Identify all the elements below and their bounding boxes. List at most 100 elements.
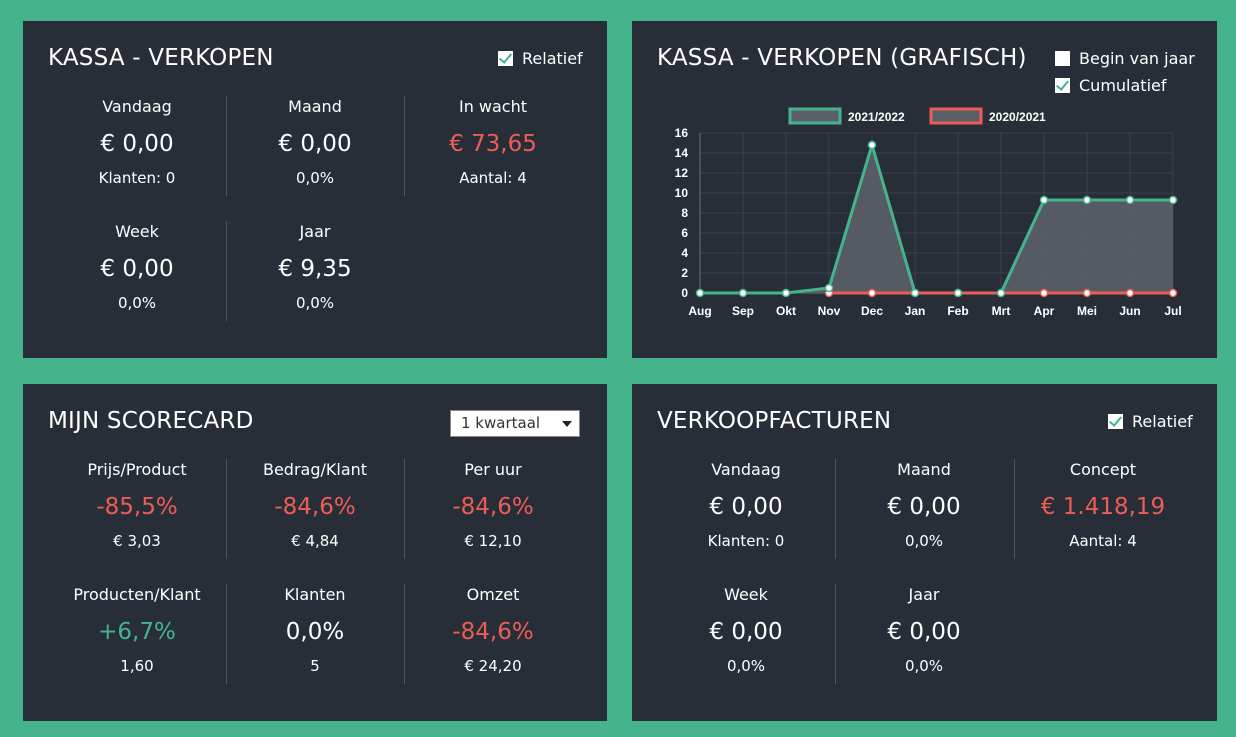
data-point [1082, 288, 1092, 298]
legend-label: 2020/2021 [989, 110, 1046, 124]
stat-producten-klant: Producten/Klant +6,7% 1,60 [48, 585, 226, 675]
stat-sub: 0,0% [904, 657, 944, 675]
y-tick-label: 14 [675, 146, 689, 160]
panel-title: VERKOOPFACTUREN [657, 408, 892, 434]
stat-value: 0,0% [285, 619, 345, 645]
divider [226, 221, 227, 321]
stat-klanten: Klanten 0,0% 5 [226, 585, 404, 675]
data-point [1125, 195, 1135, 205]
panel-title: KASSA - VERKOPEN (GRAFISCH) [657, 45, 1027, 71]
stat-sub: Aantal: 4 [459, 169, 527, 187]
x-tick-label: Aug [688, 304, 711, 318]
y-tick-label: 4 [681, 246, 688, 260]
data-point [1082, 195, 1092, 205]
data-point [824, 283, 834, 293]
data-point [1168, 288, 1178, 298]
stat-value: € 0,00 [278, 131, 352, 157]
x-tick-label: Apr [1034, 304, 1055, 318]
x-tick-label: Jan [905, 304, 926, 318]
y-tick-label: 2 [681, 266, 688, 280]
panel-title: KASSA - VERKOPEN [48, 45, 274, 71]
relatief-label: Relatief [522, 49, 583, 68]
legend-label: 2021/2022 [848, 110, 905, 124]
x-tick-label: Okt [776, 304, 796, 318]
divider [835, 584, 836, 684]
data-point [1168, 195, 1178, 205]
stat-sub: Klanten: 0 [98, 169, 176, 187]
stat-value: -84,6% [452, 494, 534, 520]
y-tick-label: 8 [681, 206, 688, 220]
period-select[interactable]: 1 kwartaal [450, 410, 580, 437]
stat-sub: 5 [310, 657, 320, 675]
kassa-verkopen-panel: KASSA - VERKOPEN Relatief Vandaag € 0,00… [23, 21, 607, 358]
stat-value: € 0,00 [100, 131, 174, 157]
stat-label: Maand [897, 460, 951, 479]
series-area [700, 145, 1173, 293]
stat-sub: € 24,20 [464, 657, 522, 675]
stat-value: -85,5% [96, 494, 178, 520]
stat-maand: Maand € 0,00 0,0% [835, 460, 1013, 550]
stat-label: Vandaag [711, 460, 781, 479]
relatief-checkbox[interactable]: Relatief [498, 49, 583, 68]
stat-sub: Aantal: 4 [1069, 532, 1137, 550]
checkbox-checked-icon[interactable] [498, 51, 513, 66]
stat-jaar: Jaar € 9,35 0,0% [226, 222, 404, 312]
sales-chart: 0 2 4 6 8 10 12 14 16 Aug Sep Okt Nov Dec Jan Feb Mrt Apr… [675, 107, 1182, 318]
y-tick-label: 10 [675, 186, 689, 200]
data-point [1039, 288, 1049, 298]
y-tick-label: 16 [675, 126, 689, 140]
relatief-label: Relatief [1132, 412, 1193, 431]
stat-label: In wacht [458, 97, 528, 116]
stat-sub: 0,0% [295, 169, 335, 187]
checkbox-checked-icon[interactable] [1108, 414, 1123, 429]
stat-label: Prijs/Product [87, 460, 187, 479]
data-point [738, 288, 748, 298]
begin-van-jaar-label: Begin van jaar [1079, 49, 1195, 68]
checkbox-checked-icon[interactable] [1055, 78, 1070, 93]
checkbox-unchecked-icon[interactable] [1055, 51, 1070, 66]
panel-title: MIJN SCORECARD [48, 408, 254, 434]
stat-value: € 9,35 [278, 256, 352, 282]
stat-prijs-product: Prijs/Product -85,5% € 3,03 [48, 460, 226, 550]
relatief-checkbox[interactable]: Relatief [1108, 412, 1193, 431]
scorecard-panel: MIJN SCORECARD 1 kwartaal Prijs/Product … [23, 384, 607, 721]
stat-label: Jaar [299, 222, 331, 241]
stat-value: -84,6% [452, 619, 534, 645]
x-tick-label: Mrt [992, 304, 1011, 318]
begin-van-jaar-checkbox[interactable]: Begin van jaar [1055, 49, 1195, 68]
y-tick-label: 12 [675, 166, 689, 180]
stat-concept: Concept € 1.418,19 Aantal: 4 [1014, 460, 1192, 550]
stat-label: Bedrag/Klant [262, 460, 368, 479]
stat-bedrag-klant: Bedrag/Klant -84,6% € 4,84 [226, 460, 404, 550]
stat-sub: € 12,10 [464, 532, 522, 550]
divider [835, 459, 836, 559]
stat-value: € 73,65 [449, 131, 537, 157]
stat-in-wacht: In wacht € 73,65 Aantal: 4 [404, 97, 582, 187]
cumulatief-label: Cumulatief [1079, 76, 1167, 95]
stat-value: € 0,00 [887, 494, 961, 520]
divider [1014, 459, 1015, 559]
kassa-grafisch-panel: KASSA - VERKOPEN (GRAFISCH) Begin van ja… [632, 21, 1217, 358]
stat-vandaag: Vandaag € 0,00 Klanten: 0 [48, 97, 226, 187]
divider [404, 584, 405, 684]
stat-label: Concept [1069, 460, 1137, 479]
x-tick-label: Feb [947, 304, 968, 318]
stat-label: Week [724, 585, 768, 604]
x-tick-label: Sep [732, 304, 754, 318]
chevron-down-icon[interactable] [562, 421, 572, 427]
divider [404, 96, 405, 196]
stat-per-uur: Per uur -84,6% € 12,10 [404, 460, 582, 550]
y-tick-label: 6 [681, 226, 688, 240]
stat-jaar: Jaar € 0,00 0,0% [835, 585, 1013, 675]
stat-week: Week € 0,00 0,0% [657, 585, 835, 675]
divider [226, 584, 227, 684]
x-tick-label: Nov [818, 304, 841, 318]
data-point [867, 140, 877, 150]
stat-label: Klanten [284, 585, 346, 604]
data-point [910, 288, 920, 298]
cumulatief-checkbox[interactable]: Cumulatief [1055, 76, 1166, 95]
stat-sub: 0,0% [117, 294, 157, 312]
stat-omzet: Omzet -84,6% € 24,20 [404, 585, 582, 675]
stat-sub: 1,60 [120, 657, 154, 675]
stat-maand: Maand € 0,00 0,0% [226, 97, 404, 187]
